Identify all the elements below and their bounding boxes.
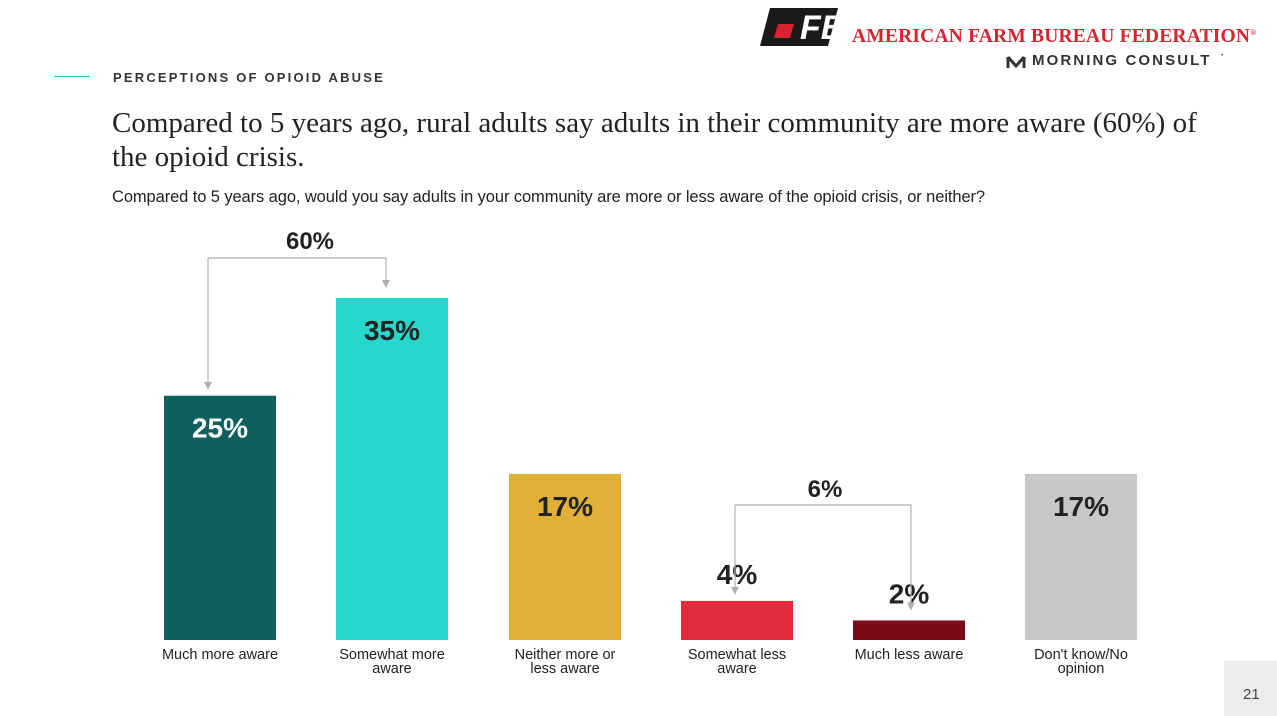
category-label: aware <box>717 661 757 677</box>
bar <box>336 298 448 640</box>
group-total-label: 6% <box>808 476 843 503</box>
bracket-arrow <box>382 280 390 288</box>
bar <box>853 620 965 640</box>
category-label: Don't know/No <box>1034 647 1128 663</box>
survey-question: Compared to 5 years ago, would you say a… <box>112 188 986 206</box>
bar <box>509 473 621 640</box>
group-bracket <box>734 504 912 603</box>
farm-bureau-logo: FB <box>760 8 838 46</box>
group-total-label: 60% <box>286 228 334 255</box>
bar <box>1025 473 1137 640</box>
category-label: Much more aware <box>162 647 278 663</box>
bar <box>164 395 276 640</box>
bracket-arrow <box>731 586 739 595</box>
bar-value-label: 17% <box>537 491 593 522</box>
section-label: PERCEPTIONS OF OPIOID ABUSE <box>113 70 386 85</box>
partner-name: MORNING CONSULT <box>1032 52 1212 69</box>
bar <box>681 600 793 640</box>
bar-value-label: 17% <box>1053 491 1109 522</box>
bar-value-label: 25% <box>192 413 248 444</box>
category-label: Much less aware <box>855 647 964 663</box>
category-label: opinion <box>1058 661 1105 677</box>
section-accent-line <box>54 76 90 77</box>
bar-value-label: 35% <box>364 315 420 346</box>
page-title: Compared to 5 years ago, rural adults sa… <box>112 107 1197 173</box>
bar-value-label: 4% <box>717 559 758 590</box>
category-label: less aware <box>530 661 599 677</box>
partner-mark: • <box>1221 53 1224 59</box>
page-number-box <box>1224 661 1277 716</box>
page-number: 21 <box>1243 686 1260 703</box>
svg-text:FB: FB <box>800 9 838 46</box>
category-label: Somewhat more <box>339 647 445 663</box>
org-name: AMERICAN FARM BUREAU FEDERATION® <box>852 26 1257 47</box>
category-label: Somewhat less <box>688 647 786 663</box>
group-bracket <box>207 257 387 382</box>
bracket-arrow <box>204 381 212 390</box>
bracket-arrow <box>907 602 915 611</box>
category-label: aware <box>372 661 412 677</box>
category-label: Neither more or <box>515 647 616 663</box>
morning-consult-icon <box>1006 56 1026 69</box>
